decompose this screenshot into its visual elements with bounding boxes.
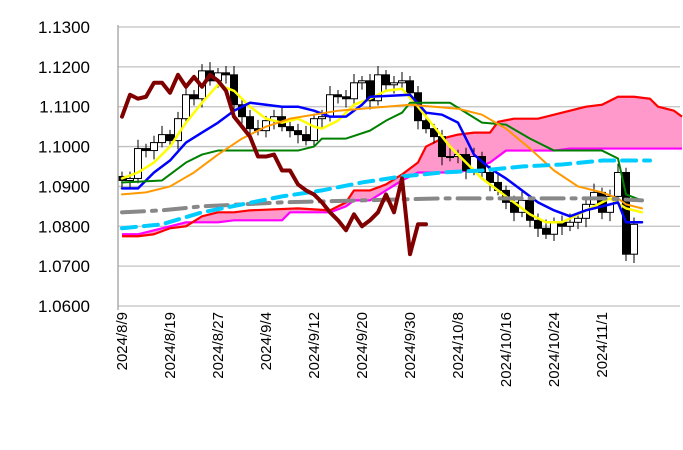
ma-cyan-line	[120, 158, 652, 231]
x-tick-label: 2024/8/9	[114, 312, 131, 370]
candle-bullish	[126, 177, 134, 181]
candle-bearish	[422, 120, 430, 130]
candle-bullish	[358, 80, 366, 84]
candle-bearish	[222, 72, 230, 76]
candle-bullish	[350, 82, 358, 100]
candlesticks	[118, 62, 638, 263]
lagging-span-line	[120, 72, 428, 257]
y-tick-label: 1.0900	[38, 177, 90, 196]
conversion-line	[120, 83, 644, 224]
y-tick-label: 1.1200	[38, 58, 90, 77]
cloud-fill	[122, 96, 682, 237]
y-tick-label: 1.1000	[38, 138, 90, 157]
candle-bullish	[150, 142, 158, 152]
candle-bullish	[182, 94, 190, 120]
candle-bearish	[534, 219, 542, 229]
y-tick-label: 1.0800	[38, 217, 90, 236]
candle-bearish	[486, 171, 494, 183]
ma-orange-line	[121, 103, 643, 210]
candle-bullish	[614, 171, 622, 197]
candle-bullish	[630, 223, 638, 255]
candle-bullish	[446, 156, 454, 159]
base-line	[120, 93, 644, 224]
candle-bearish	[190, 94, 198, 100]
candle-bearish	[342, 96, 350, 100]
candle-bearish	[526, 199, 534, 221]
candle-bullish	[574, 217, 582, 223]
gridlines	[118, 26, 680, 307]
candle-bearish	[166, 134, 174, 142]
x-tick-label: 2024/10/24	[546, 312, 563, 387]
x-tick-label: 2024/9/12	[306, 312, 323, 379]
candle-bullish	[134, 148, 142, 179]
candle-bullish	[310, 118, 318, 142]
y-tick-label: 1.1100	[39, 98, 90, 117]
candle-bullish	[550, 221, 558, 235]
y-tick-label: 1.0600	[38, 297, 90, 316]
indicator-lines	[120, 72, 652, 257]
y-axis: 1.0600 1.0700 1.0800 1.0900 1.1000 1.1100 1.12…	[38, 18, 119, 316]
candle-bullish	[390, 82, 398, 86]
candle-bearish	[142, 148, 150, 152]
ichimoku-cloud	[122, 95, 683, 238]
x-tick-label: 2024/10/16	[498, 312, 515, 387]
leading-span-a-line	[122, 95, 683, 238]
x-tick-label: 2024/9/20	[354, 312, 371, 379]
candle-bearish	[542, 227, 550, 235]
y-tick-label: 1.0700	[38, 257, 90, 276]
candle-bullish	[566, 221, 574, 227]
ma-gray-line	[120, 196, 644, 215]
x-tick-label: 2024/9/30	[402, 312, 419, 379]
candle-bullish	[398, 80, 406, 84]
candle-bearish	[366, 80, 374, 102]
x-tick-label: 2024/8/19	[162, 312, 179, 379]
candle-bullish	[318, 116, 326, 120]
candle-bearish	[294, 130, 302, 136]
candle-bearish	[334, 94, 342, 98]
candle-bearish	[302, 134, 310, 142]
ma-green-line	[121, 101, 643, 202]
x-tick-label: 2024/10/8	[450, 312, 467, 379]
y-tick-label: 1.1300	[38, 18, 90, 37]
candle-bullish	[158, 134, 166, 144]
candle-bullish	[374, 74, 382, 102]
candle-bearish	[406, 80, 414, 94]
candle-bearish	[238, 104, 246, 118]
x-tick-label: 2024/9/4	[258, 312, 275, 370]
candle-bearish	[246, 116, 254, 130]
x-tick-label: 2024/11/1	[594, 312, 611, 378]
x-tick-label: 2024/8/27	[210, 312, 227, 379]
x-axis: 2024/8/9 2024/8/19 2024/8/27 2024/9/4 2024/9…	[114, 312, 611, 387]
candle-bearish	[382, 74, 390, 86]
candle-bearish	[286, 126, 294, 132]
